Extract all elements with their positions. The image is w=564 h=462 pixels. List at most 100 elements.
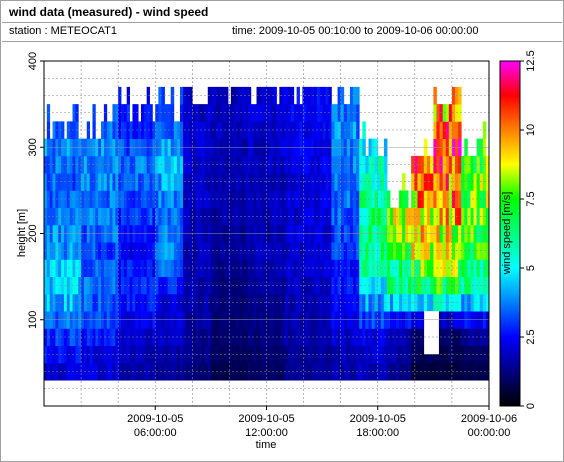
heatmap-cell [296,155,300,174]
heatmap-cell [101,328,105,347]
heatmap-cell [282,293,286,312]
heatmap-cell [316,86,321,105]
heatmap-cell [101,121,105,140]
heatmap-cell [89,190,93,209]
heatmap-cell [236,86,240,105]
heatmap-cell [380,155,385,174]
heatmap-cell [81,362,85,381]
heatmap-cell [233,242,237,260]
heatmap-cell [242,328,246,347]
heatmap-cell [52,155,56,174]
heatmap-cell [186,345,190,364]
heatmap-cell [201,293,206,312]
heatmap-cell [256,155,260,174]
heatmap-cell [189,155,193,174]
heatmap-cell [69,121,73,140]
heatmap-cell [72,121,76,140]
heatmap-cell [461,345,465,364]
heatmap-cell [129,276,133,295]
heatmap-cell [256,242,260,260]
heatmap-cell [436,207,440,226]
heatmap-cell [72,259,76,278]
heatmap-cell [132,173,136,191]
title-bar: wind data (measured) - wind speed [2,2,562,23]
heatmap-cell [285,362,289,381]
heatmap-cell [305,190,309,209]
heatmap-cell [236,121,240,140]
heatmap-cell [69,173,73,191]
heatmap-cell [233,276,237,295]
heatmap-cell [161,259,165,278]
heatmap-cell [282,121,286,140]
heatmap-cell [485,362,490,381]
heatmap-cell [316,345,321,364]
heatmap-cell [262,121,266,140]
heatmap-cell [458,86,462,105]
x-tick-time-label: 18:00:00 [356,427,399,439]
heatmap-cell [328,104,332,122]
heatmap-cell [325,104,329,122]
heatmap-cell [233,155,237,174]
x-tick-date-label: 2009-10-06 [461,413,517,425]
heatmap-cell [98,259,102,278]
heatmap-cell [349,190,354,209]
heatmap-cell [328,345,332,364]
heatmap-cell [112,362,116,381]
heatmap-cell [216,155,220,174]
heatmap-cell [461,362,465,381]
heatmap-cell [253,242,257,260]
heatmap-cell [118,190,122,209]
heatmap-cell [256,293,260,312]
heatmap-cell [92,345,96,364]
heatmap-cell [390,276,394,295]
heatmap-cell [242,155,246,174]
heatmap-cell [112,293,116,312]
heatmap-cell [176,276,181,295]
heatmap-cell [140,328,145,347]
heatmap-cell [78,293,82,312]
heatmap-cell [445,345,450,364]
colorbar-ticks: 0 2.5 5 7.5 10 12.5 [520,50,537,409]
heatmap-cell [204,362,209,381]
heatmap-cell [233,190,237,209]
heatmap-cell [262,104,266,122]
heatmap-cell [485,242,490,260]
heatmap-cell [222,328,226,347]
heatmap-cell [236,345,240,364]
heatmap-cell [262,328,266,347]
heatmap-cell [52,190,56,209]
heatmap-cell [49,173,53,191]
heatmap-cell [296,362,300,381]
heatmap-cell [78,173,82,191]
heatmap-cell [328,207,332,226]
heatmap-cell [138,293,142,312]
heatmap-cell [132,328,136,347]
heatmap-cell [58,242,62,260]
heatmap-cell [164,190,169,209]
heatmap-cell [436,155,440,174]
heatmap-cell [349,242,354,260]
heatmap-cell [390,362,394,381]
heatmap-cell [164,155,169,174]
heatmap-cell [393,242,397,260]
heatmap-cell [433,86,437,105]
heatmap-cell [58,207,62,226]
heatmap-cell [101,173,105,191]
heatmap-cell [305,104,309,122]
heatmap-cell [349,259,354,278]
heatmap-cell [112,276,116,295]
heatmap-cell [89,293,93,312]
heatmap-cell [316,173,321,191]
heatmap-cell [161,293,165,312]
heatmap-cell [464,190,468,209]
heatmap-cell [192,328,196,347]
heatmap-cell [233,86,237,105]
heatmap-cell [368,345,372,364]
heatmap-cell [285,242,289,260]
heatmap-cell [430,345,434,364]
heatmap-cell [186,242,190,260]
heatmap-cell [109,362,113,381]
heatmap-cell [192,293,196,312]
heatmap-cell [461,207,465,226]
heatmap-cell [253,104,257,122]
